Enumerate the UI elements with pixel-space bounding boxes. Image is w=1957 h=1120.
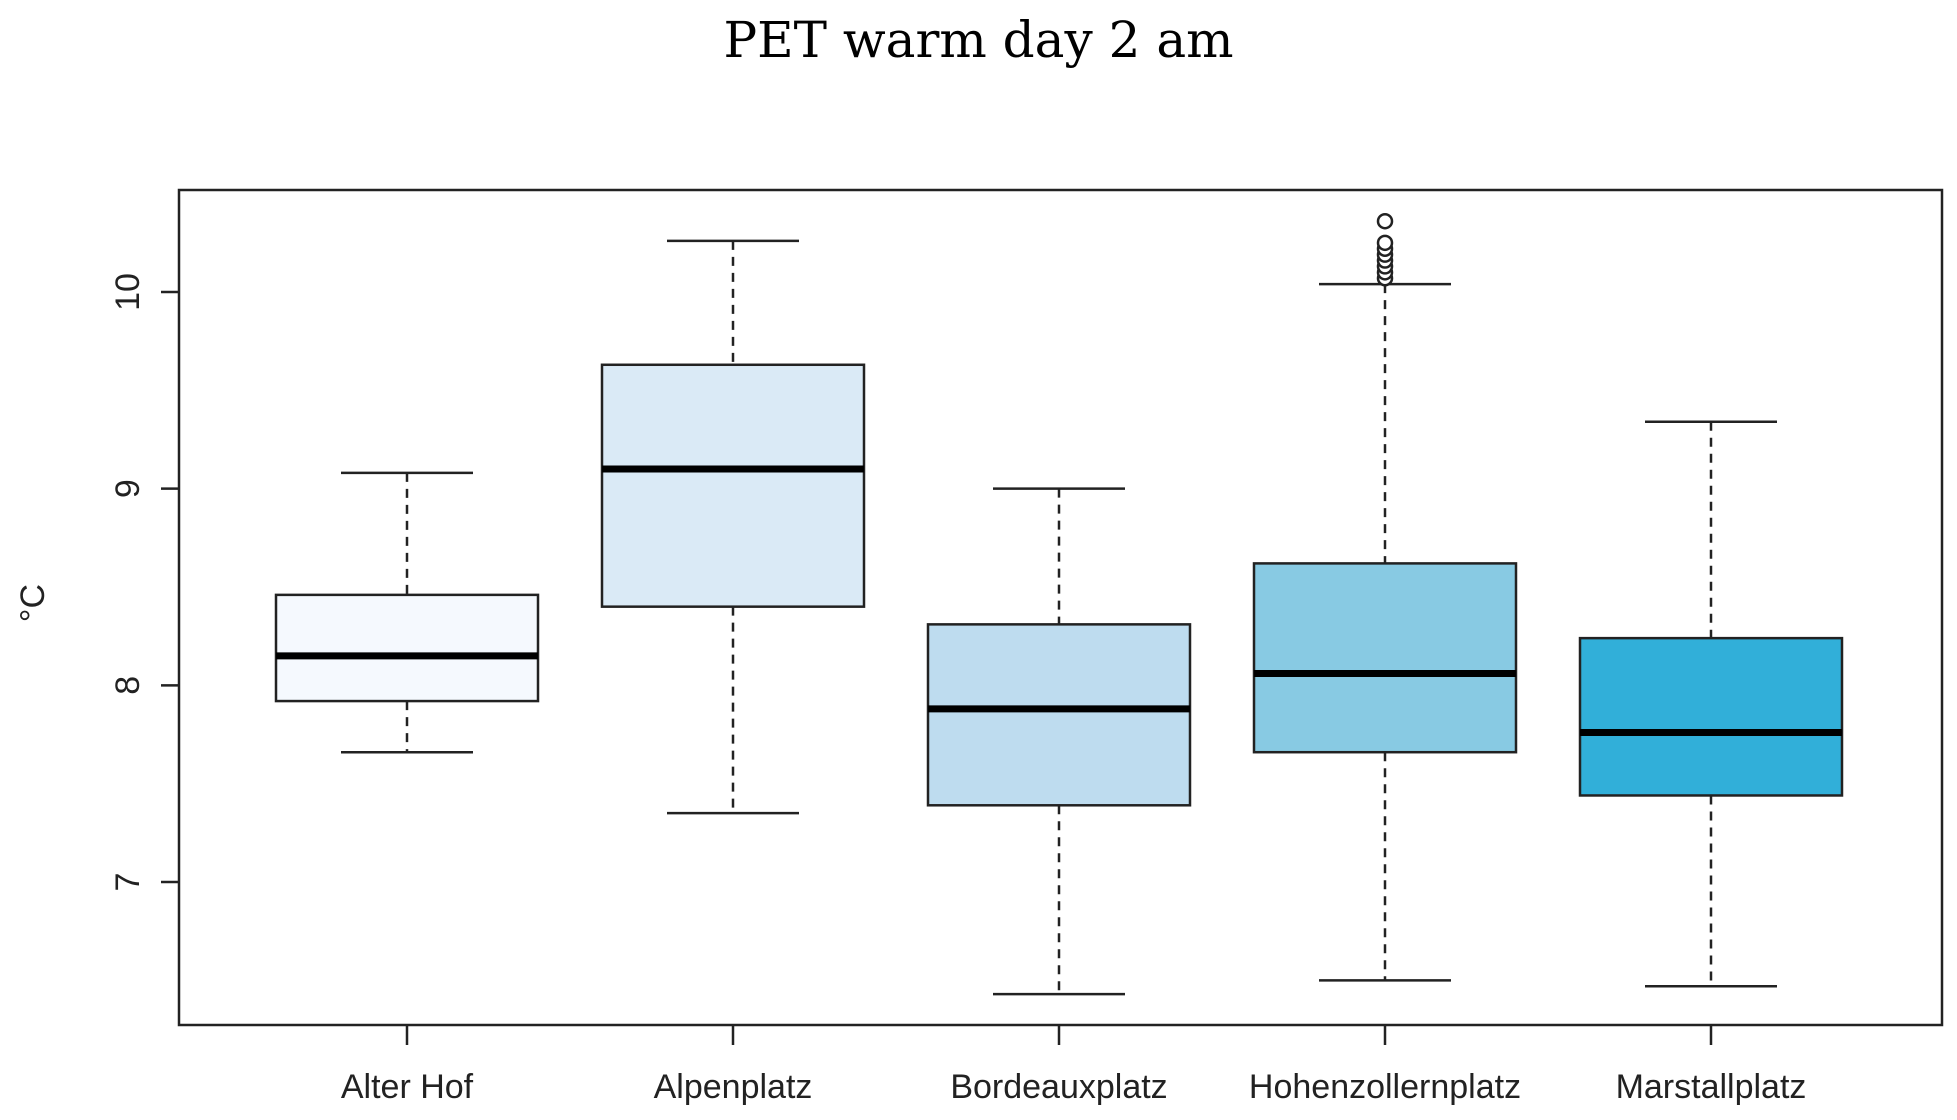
x-tick-label: Bordeauxplatz [950,1068,1167,1106]
box-alter-hof [274,471,540,754]
x-tick-label: Marstallplatz [1616,1068,1807,1106]
x-tick-label: Hohenzollernplatz [1249,1068,1521,1106]
x-tick-label: Alpenplatz [654,1068,813,1106]
chart-title: PET warm day 2 am [723,11,1234,69]
y-tick-label: 7 [109,873,147,892]
box-body [1578,636,1844,797]
box-hohenzollernplatz [1252,212,1518,982]
box-body [600,363,866,608]
y-tick-label: 8 [109,676,147,695]
y-axis-label: °C [14,584,52,622]
y-tick-label: 10 [109,273,147,311]
y-tick-label: 9 [109,479,147,498]
box-series [274,212,1844,996]
box-body [926,623,1192,807]
x-axis: Alter Hof Alpenplatz Bordeauxplatz Hohenzol… [341,1025,1807,1106]
box-body [1252,562,1518,754]
box-bordeauxplatz [926,487,1192,996]
x-tick-label: Alter Hof [341,1068,474,1106]
y-axis: 7 8 9 10 [109,273,179,891]
outlier-point [1376,212,1394,230]
box-alpenplatz [600,239,866,815]
box-body [274,593,540,703]
plot-frame [177,188,1944,1027]
outlier-point [1376,234,1394,252]
box-marstallplatz [1578,420,1844,988]
